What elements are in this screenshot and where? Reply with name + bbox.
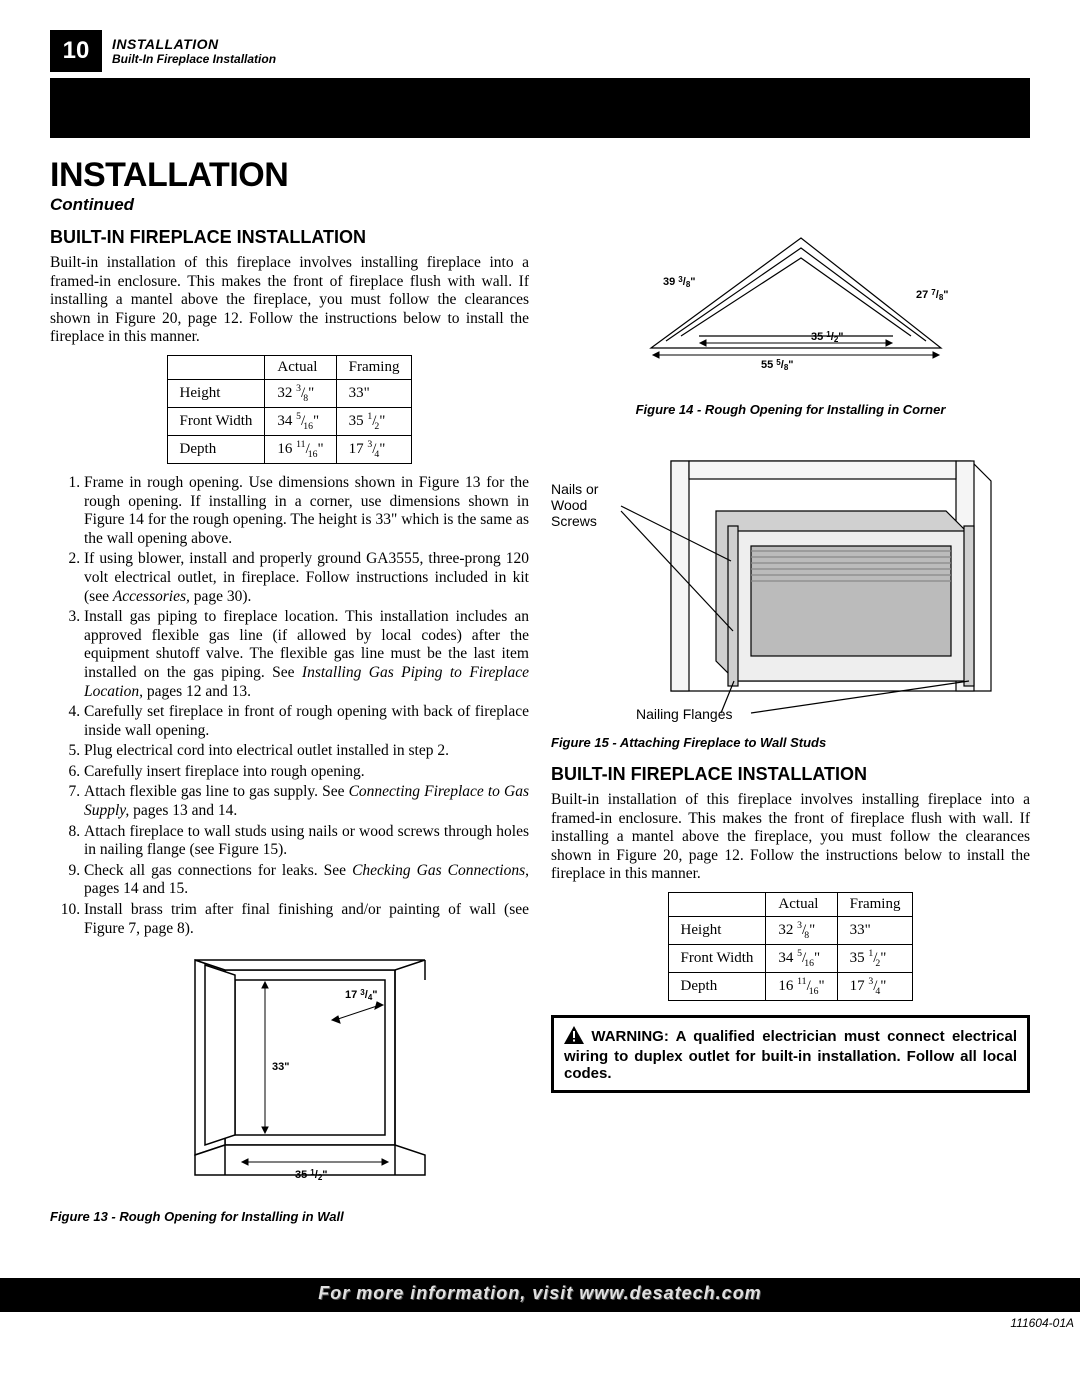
table-cell: Depth bbox=[167, 435, 265, 463]
table-cell: Actual bbox=[265, 355, 336, 379]
right-intro: Built-in installation of this fireplace … bbox=[551, 791, 1030, 884]
step-item: Carefully insert fireplace into rough op… bbox=[84, 763, 529, 782]
header-text: INSTALLATION Built-In Fireplace Installa… bbox=[102, 30, 286, 72]
section-title: INSTALLATION bbox=[50, 156, 1030, 195]
table-cell: 35 1/2" bbox=[837, 944, 913, 972]
fig14-right-label: 27 7/8" bbox=[916, 288, 948, 302]
step-item: Install brass trim after final finishing… bbox=[84, 901, 529, 938]
table-cell bbox=[668, 892, 766, 916]
table-cell: 34 5/16" bbox=[265, 407, 336, 435]
fig14-base-label: 55 5/8" bbox=[761, 358, 793, 372]
table-cell: Framing bbox=[336, 355, 412, 379]
table-cell: Framing bbox=[837, 892, 913, 916]
step-item: Carefully set fireplace in front of roug… bbox=[84, 703, 529, 740]
fig15-caption: Figure 15 - Attaching Fireplace to Wall … bbox=[551, 735, 1030, 750]
page-number-box: 10 bbox=[50, 30, 102, 72]
table-cell: 17 3/4" bbox=[837, 972, 913, 1000]
step-item: If using blower, install and properly gr… bbox=[84, 550, 529, 606]
warning-text: WARNING: A qualified electrician must co… bbox=[564, 1028, 1017, 1082]
installation-steps: Frame in rough opening. Use dimensions s… bbox=[50, 474, 529, 938]
header-line-2: Built-In Fireplace Installation bbox=[112, 52, 276, 66]
left-intro: Built-in installation of this fireplace … bbox=[50, 254, 529, 347]
table-cell: 33" bbox=[336, 379, 412, 407]
warning-box: WARNING: A qualified electrician must co… bbox=[551, 1015, 1030, 1093]
right-subhead: BUILT-IN FIREPLACE INSTALLATION bbox=[551, 764, 1030, 785]
document-code: 111604-01A bbox=[0, 1312, 1080, 1330]
figure-15: Nails or Wood Screws bbox=[551, 431, 1030, 750]
table-cell: 16 11/16" bbox=[265, 435, 336, 463]
step-item: Frame in rough opening. Use dimensions s… bbox=[84, 474, 529, 548]
footer-bar: For more information, visit www.desatech… bbox=[0, 1278, 1080, 1312]
fig14-left-label: 39 3/8" bbox=[663, 275, 695, 289]
step-item: Attach fireplace to wall studs using nai… bbox=[84, 823, 529, 860]
fig13-caption: Figure 13 - Rough Opening for Installing… bbox=[50, 1209, 529, 1224]
figure-13: 33" 17 3/4" 35 1/2" Figure 13 - Rough Op… bbox=[50, 950, 529, 1224]
right-column: 39 3/8" 27 7/8" 35 1/2" 55 5/8" Figure 1… bbox=[551, 223, 1030, 1238]
table-cell: Height bbox=[167, 379, 265, 407]
continued-label: Continued bbox=[50, 195, 1030, 215]
table-cell: Actual bbox=[766, 892, 837, 916]
table-cell: 17 3/4" bbox=[336, 435, 412, 463]
header-line-1: INSTALLATION bbox=[112, 36, 276, 52]
fig13-width-label: 35 1/2" bbox=[295, 1168, 327, 1182]
table-cell bbox=[167, 355, 265, 379]
right-dimensions-table: Actual Framing Height 32 3/8" 33" Front … bbox=[668, 892, 914, 1001]
left-dimensions-table: Actual Framing Height 32 3/8" 33" Front … bbox=[167, 355, 413, 464]
page-number: 10 bbox=[63, 37, 90, 65]
fig13-height-label: 33" bbox=[272, 1061, 289, 1073]
left-subhead: BUILT-IN FIREPLACE INSTALLATION bbox=[50, 227, 529, 248]
step-item: Plug electrical cord into electrical out… bbox=[84, 742, 529, 761]
table-cell: 32 3/8" bbox=[766, 916, 837, 944]
fig14-caption: Figure 14 - Rough Opening for Installing… bbox=[551, 402, 1030, 417]
warning-icon bbox=[564, 1026, 584, 1048]
step-item: Install gas piping to fireplace location… bbox=[84, 608, 529, 701]
table-cell: Height bbox=[668, 916, 766, 944]
header-black-bar bbox=[50, 78, 1030, 138]
figure-14: 39 3/8" 27 7/8" 35 1/2" 55 5/8" Figure 1… bbox=[551, 223, 1030, 417]
left-column: BUILT-IN FIREPLACE INSTALLATION Built-in… bbox=[50, 223, 529, 1238]
table-cell: 16 11/16" bbox=[766, 972, 837, 1000]
table-cell: 33" bbox=[837, 916, 913, 944]
page-header: 10 INSTALLATION Built-In Fireplace Insta… bbox=[50, 30, 1030, 72]
step-item: Check all gas connections for leaks. See… bbox=[84, 862, 529, 899]
fig15-flanges-label: Nailing Flanges bbox=[636, 706, 733, 722]
step-item: Attach flexible gas line to gas supply. … bbox=[84, 783, 529, 820]
table-cell: 35 1/2" bbox=[336, 407, 412, 435]
fig14-front-label: 35 1/2" bbox=[811, 330, 843, 344]
table-cell: Front Width bbox=[668, 944, 766, 972]
table-cell: 34 5/16" bbox=[766, 944, 837, 972]
table-cell: Depth bbox=[668, 972, 766, 1000]
table-cell: Front Width bbox=[167, 407, 265, 435]
table-cell: 32 3/8" bbox=[265, 379, 336, 407]
fig13-depth-label: 17 3/4" bbox=[345, 988, 377, 1002]
